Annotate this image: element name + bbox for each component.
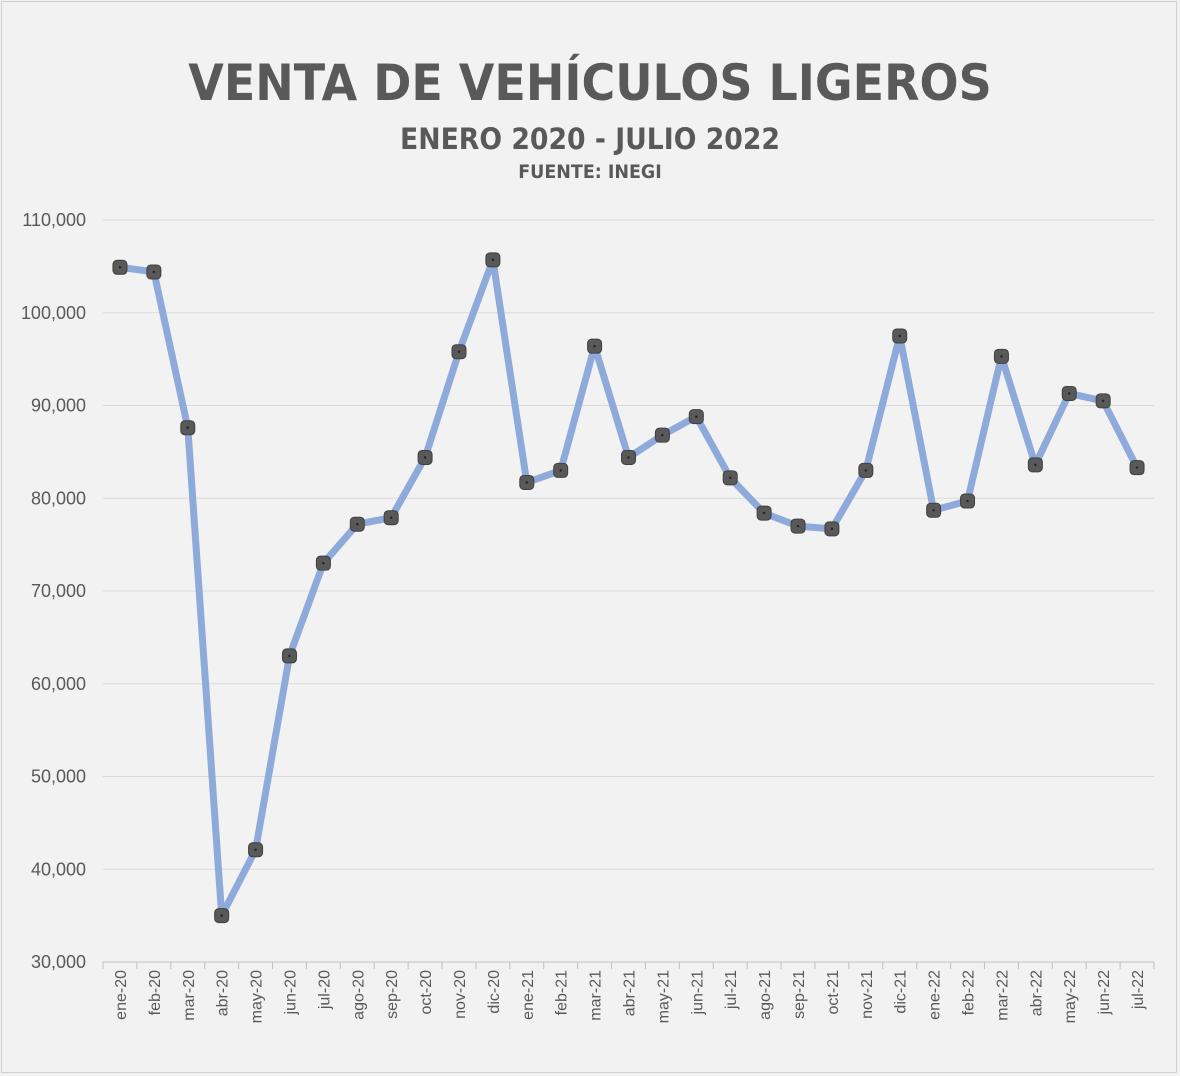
x-tick-label: ago-20 — [350, 970, 367, 1020]
data-point-center — [762, 511, 766, 515]
x-tick-label: feb-21 — [554, 970, 571, 1015]
data-point-center — [457, 350, 461, 353]
data-point-center — [559, 469, 562, 472]
x-tick-label: jun-21 — [689, 970, 706, 1016]
data-point-center — [186, 426, 189, 429]
data-point-center — [322, 561, 325, 565]
gridlines — [103, 219, 1154, 963]
x-tick-label: sep-20 — [384, 970, 401, 1019]
data-point-center — [118, 266, 122, 269]
x-tick-label: jun-20 — [282, 970, 299, 1016]
data-point-center — [627, 456, 630, 459]
data-point-center — [1034, 463, 1037, 467]
x-tick-label: may-22 — [1062, 970, 1079, 1023]
x-tick-label: ene-21 — [520, 970, 537, 1020]
x-tick-label: jul-21 — [723, 970, 740, 1010]
y-tick-label: 50,000 — [31, 767, 86, 787]
y-tick-label: 110,000 — [22, 210, 86, 230]
data-point-center — [830, 527, 834, 531]
data-point-center — [1068, 392, 1071, 395]
y-tick-label: 100,000 — [21, 303, 86, 323]
data-point-center — [491, 258, 495, 262]
x-tick-label: ago-21 — [757, 970, 774, 1020]
data-point-center — [254, 848, 257, 851]
data-point-center — [864, 469, 868, 472]
y-tick-label: 40,000 — [31, 859, 86, 879]
data-point-center — [525, 481, 528, 484]
x-tick-label: sep-21 — [791, 970, 808, 1019]
data-point-center — [966, 499, 969, 503]
data-point-center — [220, 914, 223, 917]
x-tick-label: abr-20 — [215, 970, 232, 1016]
x-tick-label: may-21 — [655, 970, 672, 1023]
data-markers — [112, 252, 1145, 924]
y-tick-label: 60,000 — [31, 674, 86, 694]
x-tick-label: feb-22 — [961, 970, 978, 1015]
y-tick-label: 80,000 — [31, 488, 86, 508]
chart-title: VENTA DE VEHÍCULOS LIGEROS — [188, 54, 992, 112]
x-tick-label: dic-20 — [486, 970, 503, 1014]
data-point-center — [152, 270, 156, 274]
y-tick-label: 30,000 — [31, 952, 86, 972]
x-axis: ene-20 feb-20 mar-20 abr-20 may-20 jun-20 jul-… — [102, 962, 1155, 1023]
data-point-center — [1000, 355, 1003, 358]
x-tick-label: oct-20 — [418, 970, 435, 1015]
data-point-center — [729, 476, 732, 480]
data-point-center — [593, 344, 596, 348]
x-tick-label: mar-21 — [588, 970, 605, 1021]
y-tick-label: 90,000 — [31, 396, 86, 416]
x-tick-label: nov-21 — [859, 970, 876, 1019]
data-point-center — [932, 509, 935, 512]
x-tick-label: nov-20 — [452, 970, 469, 1019]
y-axis: 30,000 40,000 50,000 60,000 70,000 80,000 90,0… — [21, 210, 86, 972]
data-point-center — [796, 524, 800, 528]
chart-source: FUENTE: INEGI — [518, 161, 662, 183]
x-tick-label: abr-21 — [622, 970, 639, 1016]
y-tick-label: 70,000 — [31, 581, 86, 601]
data-point-center — [288, 654, 291, 658]
x-tick-label: jul-20 — [316, 970, 333, 1010]
data-point-center — [1135, 466, 1139, 469]
x-tick-label: jun-22 — [1096, 970, 1113, 1016]
x-tick-label: jul-22 — [1130, 970, 1147, 1010]
x-tick-label: dic-21 — [893, 970, 910, 1014]
data-point-center — [423, 456, 427, 459]
x-tick-label: ene-20 — [113, 970, 130, 1020]
x-tick-label: abr-22 — [1028, 970, 1045, 1016]
data-point-center — [1101, 399, 1105, 403]
x-tick-label: mar-22 — [994, 970, 1011, 1021]
data-point-center — [356, 523, 359, 526]
x-tick-label: oct-21 — [825, 970, 842, 1015]
series-line — [116, 256, 1141, 920]
x-tick-label: ene-22 — [927, 970, 944, 1020]
x-tick-label: mar-20 — [181, 970, 198, 1021]
data-point-center — [898, 334, 901, 338]
data-point-center — [389, 516, 393, 519]
data-point-center — [661, 433, 664, 437]
x-tick-label: may-20 — [249, 970, 266, 1023]
x-tick-label: feb-20 — [147, 970, 164, 1015]
series-line-path — [116, 256, 1141, 920]
chart-subtitle: ENERO 2020 - JULIO 2022 — [400, 122, 780, 156]
data-point-center — [695, 415, 698, 418]
